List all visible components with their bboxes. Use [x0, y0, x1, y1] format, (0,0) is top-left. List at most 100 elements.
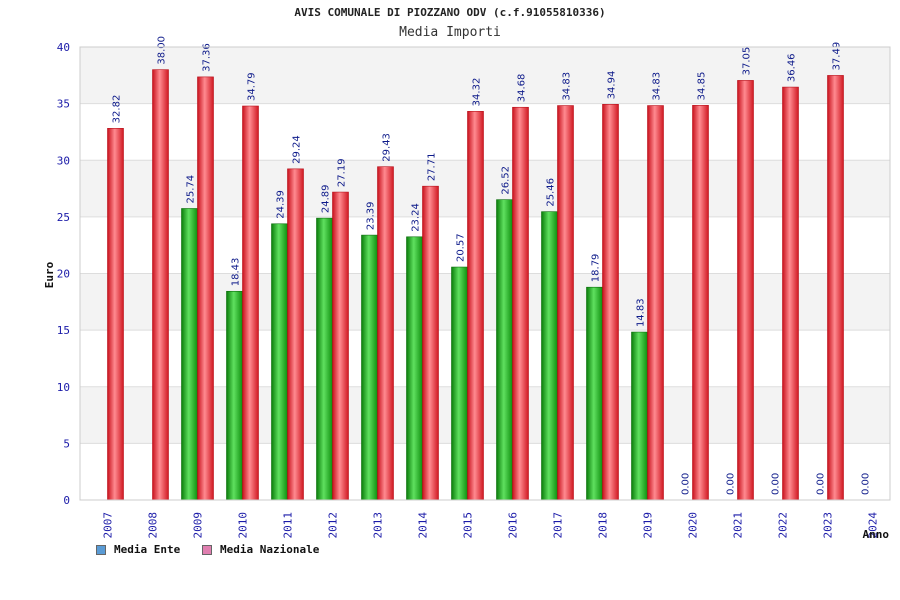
- bar-media-nazionale: [782, 86, 799, 501]
- bar-media-ente: [631, 331, 648, 501]
- x-tick-label: 2009: [192, 512, 205, 539]
- data-label: 34.79: [247, 72, 258, 101]
- bar-media-ente: [496, 199, 513, 501]
- bar-media-ente: [451, 266, 468, 501]
- legend-label-ente: Media Ente: [114, 543, 181, 556]
- y-tick-label: 0: [63, 494, 70, 507]
- plot-background: [80, 47, 890, 500]
- legend-swatch-nazionale: [202, 544, 212, 555]
- data-label: 34.68: [517, 74, 528, 103]
- data-label: 37.05: [742, 47, 753, 76]
- data-label: 27.19: [337, 158, 348, 187]
- x-tick-label: 2007: [102, 512, 115, 539]
- y-tick-label: 40: [57, 41, 70, 54]
- x-tick-label: 2016: [507, 512, 520, 539]
- plot-band: [80, 443, 890, 500]
- plot-band: [80, 47, 890, 104]
- x-tick-label: 2023: [822, 512, 835, 539]
- data-label: 18.79: [591, 254, 602, 283]
- data-label: 32.82: [112, 95, 123, 124]
- data-label: 24.89: [321, 184, 332, 213]
- bar-media-nazionale: [377, 166, 394, 501]
- plot-band: [80, 330, 890, 387]
- bar-media-ente: [181, 208, 198, 501]
- x-tick-label: 2022: [777, 512, 790, 539]
- data-label: 26.52: [501, 166, 512, 195]
- bar-media-nazionale: [602, 104, 619, 501]
- chart-title: AVIS COMUNALE DI PIOZZANO ODV (c.f.91055…: [294, 6, 606, 19]
- axes: 0 5 10 15 20 25 30 35 40 2007 2008 2009 2010 2011 2012…: [57, 41, 891, 539]
- x-tick-label: 2024: [867, 512, 880, 539]
- y-tick-label: 20: [57, 268, 70, 281]
- bar-media-nazionale: [332, 191, 349, 501]
- legend-item-media-nazionale: Media Nazionale: [202, 543, 319, 556]
- data-label: 14.83: [636, 298, 647, 327]
- bar-media-nazionale: [242, 105, 259, 501]
- legend-label-nazionale: Media Nazionale: [220, 543, 320, 556]
- legend-swatch-ente: [96, 544, 106, 555]
- bar-media-nazionale: [422, 185, 439, 501]
- data-label: 34.85: [697, 72, 708, 101]
- x-tick-label: 2019: [642, 512, 655, 539]
- data-label: 23.39: [366, 201, 377, 230]
- bar-media-nazionale: [557, 105, 574, 501]
- data-label: 0.00: [726, 473, 737, 495]
- x-tick-label: 2018: [597, 512, 610, 539]
- data-label: 24.39: [276, 190, 287, 219]
- x-tick-label: 2010: [237, 512, 250, 539]
- x-tick-label: 2015: [462, 512, 475, 539]
- data-label: 25.74: [186, 175, 197, 204]
- bar-media-ente: [361, 234, 378, 501]
- data-label: 37.36: [202, 43, 213, 72]
- x-tick-label: 2013: [372, 512, 385, 539]
- plot-band: [80, 160, 890, 217]
- x-tick-label: 2020: [687, 512, 700, 539]
- data-label: 0.00: [771, 473, 782, 495]
- bar-media-nazionale: [467, 111, 484, 501]
- plot-frame: [79, 46, 891, 501]
- x-tick-label: 2011: [282, 512, 295, 539]
- bar-media-ente: [226, 290, 243, 501]
- plot-band: [80, 386, 890, 444]
- data-label: 23.24: [411, 203, 422, 232]
- y-tick-label: 35: [57, 98, 70, 111]
- data-label: 34.32: [472, 78, 483, 107]
- bar-media-ente: [586, 286, 603, 501]
- bar-media-nazionale: [692, 105, 709, 501]
- y-tick-label: 30: [57, 154, 70, 167]
- data-label: 34.94: [607, 71, 618, 100]
- bar-media-nazionale: [512, 106, 529, 501]
- data-labels: 32.82 38.00 25.74 37.36 18.43 34.79 24.39 29.24…: [112, 36, 872, 495]
- data-label: 34.83: [652, 72, 663, 101]
- y-tick-label: 10: [57, 381, 70, 394]
- bar-media-nazionale: [737, 80, 754, 501]
- bar-media-nazionale: [827, 75, 844, 501]
- legend-item-media-ente: Media Ente: [96, 543, 180, 556]
- data-label: 27.71: [427, 153, 438, 182]
- bar-media-nazionale: [197, 76, 214, 501]
- data-label: 25.46: [546, 178, 557, 207]
- plot-band: [80, 103, 890, 161]
- data-label: 37.49: [832, 42, 843, 71]
- x-axis-label: Anno: [863, 528, 890, 541]
- bar-media-nazionale: [647, 105, 664, 501]
- bars: [107, 69, 844, 501]
- x-tick-label: 2021: [732, 512, 745, 539]
- data-label: 18.43: [231, 258, 242, 287]
- bar-media-nazionale: [287, 168, 304, 501]
- data-label: 0.00: [861, 473, 872, 495]
- bar-media-nazionale: [152, 69, 169, 501]
- data-label: 0.00: [681, 473, 692, 495]
- data-label: 38.00: [157, 36, 168, 65]
- x-tick-label: 2014: [417, 512, 430, 539]
- y-tick-label: 5: [63, 437, 70, 450]
- data-label: 29.43: [382, 133, 393, 162]
- bar-media-nazionale: [107, 128, 124, 501]
- data-label: 20.57: [456, 233, 467, 262]
- plot-band: [80, 273, 890, 331]
- data-label: 0.00: [816, 473, 827, 495]
- y-axis-label: Euro: [43, 261, 56, 288]
- bar-media-ente: [541, 211, 558, 501]
- bar-media-ente: [406, 236, 423, 501]
